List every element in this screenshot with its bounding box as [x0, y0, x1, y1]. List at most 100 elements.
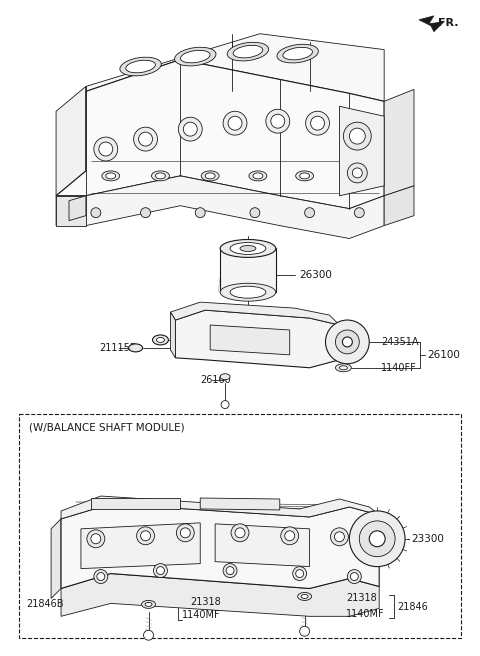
Circle shape: [305, 208, 314, 218]
Polygon shape: [215, 524, 310, 567]
Ellipse shape: [300, 173, 310, 179]
Ellipse shape: [145, 602, 152, 606]
Circle shape: [226, 567, 234, 575]
Circle shape: [300, 626, 310, 636]
Circle shape: [223, 564, 237, 577]
Circle shape: [94, 137, 118, 161]
Circle shape: [342, 337, 352, 347]
Circle shape: [348, 163, 367, 183]
Ellipse shape: [201, 171, 219, 181]
Ellipse shape: [240, 245, 256, 251]
Circle shape: [133, 127, 157, 151]
Polygon shape: [86, 33, 384, 101]
Polygon shape: [170, 312, 175, 358]
Ellipse shape: [233, 45, 263, 58]
Text: 26100: 26100: [427, 350, 460, 360]
Circle shape: [141, 531, 151, 541]
Circle shape: [349, 128, 365, 144]
Circle shape: [231, 524, 249, 542]
Text: 1140MF: 1140MF: [182, 610, 221, 621]
Polygon shape: [61, 496, 379, 519]
Text: 21115D: 21115D: [99, 343, 137, 353]
Ellipse shape: [253, 173, 263, 179]
Circle shape: [91, 534, 101, 544]
Circle shape: [154, 564, 168, 577]
Polygon shape: [200, 498, 280, 510]
Polygon shape: [56, 60, 384, 209]
Ellipse shape: [142, 600, 156, 608]
Polygon shape: [56, 87, 86, 195]
Circle shape: [336, 330, 360, 354]
Ellipse shape: [120, 57, 161, 76]
Circle shape: [176, 524, 194, 542]
Text: FR.: FR.: [438, 18, 458, 28]
Circle shape: [285, 531, 295, 541]
Circle shape: [352, 168, 362, 178]
Circle shape: [354, 208, 364, 218]
Polygon shape: [170, 302, 339, 325]
FancyBboxPatch shape: [19, 415, 461, 638]
Ellipse shape: [180, 51, 210, 63]
Ellipse shape: [227, 42, 269, 61]
Polygon shape: [51, 519, 61, 598]
Text: 26300: 26300: [300, 270, 333, 280]
Circle shape: [360, 521, 395, 557]
Ellipse shape: [230, 243, 266, 255]
Polygon shape: [384, 186, 414, 226]
Circle shape: [195, 208, 205, 218]
Circle shape: [266, 110, 290, 133]
Text: 21318: 21318: [190, 598, 221, 607]
Circle shape: [271, 114, 285, 128]
Text: 1140FF: 1140FF: [381, 363, 417, 373]
Ellipse shape: [129, 344, 143, 352]
Ellipse shape: [205, 173, 215, 179]
Ellipse shape: [102, 171, 120, 181]
Ellipse shape: [153, 335, 168, 345]
Circle shape: [228, 116, 242, 130]
Polygon shape: [339, 106, 384, 195]
Ellipse shape: [298, 592, 312, 600]
Circle shape: [293, 567, 307, 581]
Ellipse shape: [339, 366, 348, 370]
Ellipse shape: [156, 337, 165, 342]
Polygon shape: [419, 16, 444, 31]
Ellipse shape: [283, 47, 312, 60]
Polygon shape: [69, 195, 86, 220]
Ellipse shape: [106, 173, 116, 179]
Circle shape: [349, 511, 405, 567]
Text: 1140MF: 1140MF: [347, 609, 385, 619]
Circle shape: [296, 569, 304, 577]
Circle shape: [179, 117, 202, 141]
Ellipse shape: [301, 594, 308, 598]
Circle shape: [144, 630, 154, 640]
Circle shape: [330, 528, 348, 546]
Circle shape: [306, 112, 329, 135]
Text: (W/BALANCE SHAFT MODULE): (W/BALANCE SHAFT MODULE): [29, 422, 185, 432]
Circle shape: [281, 527, 299, 544]
Ellipse shape: [126, 60, 156, 73]
Circle shape: [343, 122, 371, 150]
Circle shape: [350, 573, 358, 581]
Circle shape: [139, 132, 153, 146]
Circle shape: [221, 401, 229, 409]
Text: 21846: 21846: [397, 602, 428, 612]
Polygon shape: [220, 249, 276, 292]
Circle shape: [99, 142, 113, 156]
Text: 26160: 26160: [200, 375, 231, 384]
Polygon shape: [210, 325, 290, 355]
Polygon shape: [61, 573, 379, 617]
Polygon shape: [61, 504, 379, 588]
Polygon shape: [384, 89, 414, 195]
Circle shape: [335, 532, 344, 542]
Ellipse shape: [249, 171, 267, 181]
Ellipse shape: [220, 374, 230, 380]
Polygon shape: [91, 498, 180, 509]
Circle shape: [369, 531, 385, 546]
Polygon shape: [56, 195, 86, 226]
Ellipse shape: [220, 239, 276, 257]
Text: 21318: 21318: [347, 594, 377, 604]
Ellipse shape: [220, 283, 276, 301]
Circle shape: [141, 208, 151, 218]
Circle shape: [348, 569, 361, 584]
Circle shape: [180, 528, 190, 538]
